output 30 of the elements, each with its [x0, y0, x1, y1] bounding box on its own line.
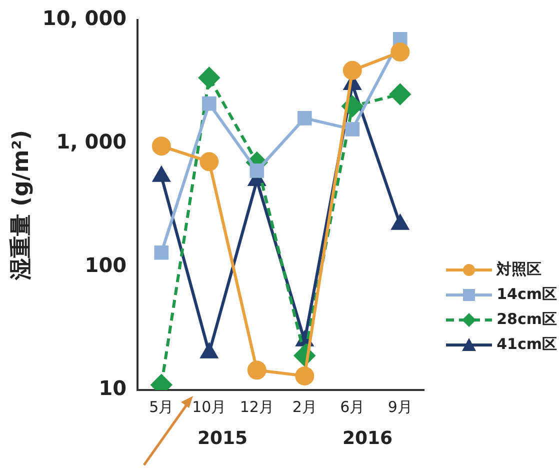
- point: [247, 360, 266, 380]
- y-tick-label: 10: [98, 376, 127, 400]
- point: [390, 42, 410, 62]
- x-tick-label: 5月: [149, 398, 174, 416]
- y-tick-label: 1, 000: [56, 130, 127, 154]
- point: [342, 60, 362, 80]
- y-tick-label: 10, 000: [42, 6, 127, 30]
- y-tick-label: 100: [84, 252, 127, 277]
- point: [297, 111, 312, 126]
- point: [154, 245, 169, 260]
- text: 2015: [197, 428, 248, 449]
- point: [198, 67, 220, 88]
- point: [200, 152, 219, 172]
- y-axis-title: 湿重量 (g/m²): [8, 130, 34, 282]
- x-tick-label: 2月: [292, 398, 317, 416]
- legend-label: 対照区: [496, 260, 542, 279]
- legend-label: 28cm区: [496, 310, 557, 329]
- point: [152, 136, 171, 156]
- point: [295, 366, 314, 386]
- x-tick-label: 6月: [340, 398, 365, 416]
- point: [345, 122, 360, 136]
- x-tick-label: 9月: [388, 398, 412, 416]
- legend-label: 41cm区: [496, 335, 557, 354]
- x-tick-label: 10月: [192, 398, 226, 416]
- text: 2016: [342, 428, 393, 449]
- point: [250, 164, 264, 178]
- x-tick-label: 12月: [240, 398, 274, 416]
- point: [390, 84, 411, 105]
- legend-label: 14cm区: [496, 285, 557, 304]
- point: [202, 96, 216, 111]
